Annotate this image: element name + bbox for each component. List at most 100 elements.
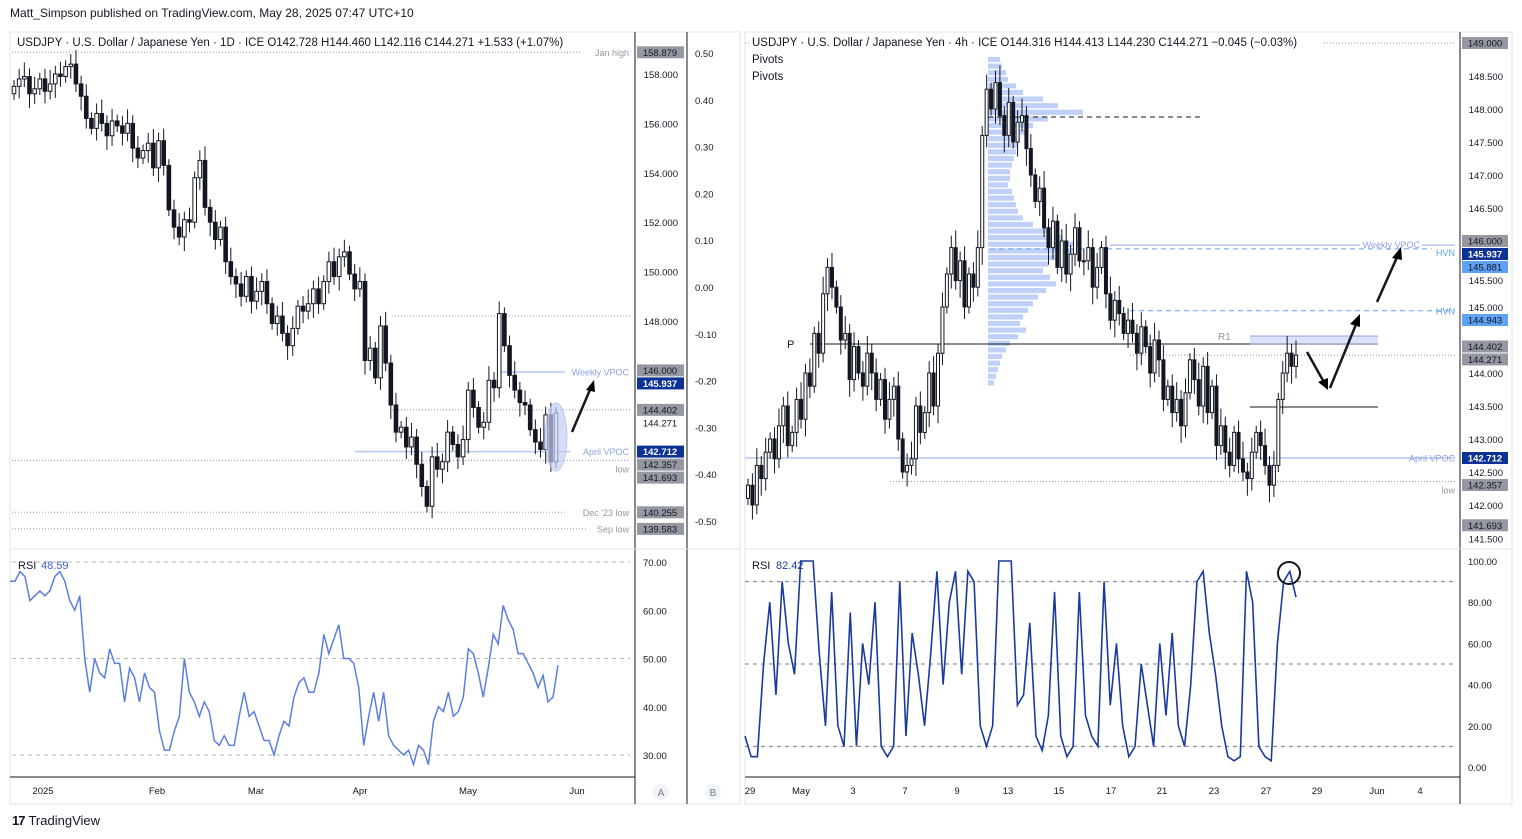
4h-candle <box>1227 437 1232 478</box>
volume-profile-bar <box>988 76 1008 82</box>
volume-profile-bar <box>988 56 1000 63</box>
volume-profile-bar <box>988 70 1006 76</box>
candle-body <box>89 117 94 129</box>
level-label: April VPOC <box>583 447 630 457</box>
candle-body <box>746 484 750 499</box>
daily-candle <box>305 289 311 320</box>
candle-body <box>1174 398 1179 414</box>
candle-body <box>1086 247 1091 262</box>
4h-candle <box>1289 343 1294 384</box>
price-label-badge <box>1462 248 1508 260</box>
candle-body <box>852 346 857 381</box>
candle-body <box>109 120 115 137</box>
daily-candle <box>300 296 306 324</box>
daily-candle <box>78 75 84 111</box>
4h-candle <box>1050 206 1055 260</box>
candle-body <box>1210 385 1215 414</box>
price-label-badge <box>637 403 684 416</box>
daily-candle <box>450 425 456 451</box>
time-tick: 4 <box>1417 786 1422 797</box>
candle-body <box>768 438 773 453</box>
left-symbol-legend[interactable]: USDJPY · U.S. Dollar / Japanese Yen · 1D… <box>17 37 563 49</box>
4h-candle <box>1254 425 1259 459</box>
daily-candle <box>63 60 68 83</box>
candle-body <box>311 288 316 305</box>
candle-body <box>1073 227 1078 255</box>
candle-body <box>1090 247 1095 288</box>
volume-profile-bar <box>988 281 1056 287</box>
indicator-label[interactable]: Pivots <box>752 54 784 66</box>
4h-candle <box>790 425 795 453</box>
4h-candle <box>1267 456 1272 503</box>
candle-body <box>1134 332 1139 354</box>
candle-body <box>476 406 481 428</box>
candle-body <box>913 405 918 460</box>
candle-body <box>883 379 887 420</box>
4h-candle <box>856 340 861 380</box>
daily-candle <box>311 280 316 318</box>
time-tick: May <box>792 786 810 797</box>
scale-button-a[interactable] <box>653 784 669 800</box>
candle-body <box>1121 313 1126 334</box>
4h-candle <box>1059 229 1064 282</box>
candle-body <box>1046 227 1051 249</box>
indicator-label[interactable]: Pivots <box>752 71 784 83</box>
4h-candle <box>1099 241 1104 274</box>
4h-candle <box>1090 238 1095 305</box>
arrowhead-icon <box>586 380 595 392</box>
scale-button-b[interactable] <box>705 784 721 800</box>
4h-candle <box>905 453 910 487</box>
4h-candle <box>1258 420 1263 461</box>
4h-candle <box>1121 307 1126 340</box>
candle-body <box>316 288 321 305</box>
daily-candle <box>109 108 115 146</box>
4h-candle <box>1112 291 1117 338</box>
volume-profile-bar <box>988 155 1014 162</box>
4h-candle <box>1143 320 1148 354</box>
candle-body <box>834 286 839 308</box>
candle-body <box>507 345 512 376</box>
candle-body <box>1165 385 1170 400</box>
candle-body <box>445 431 450 463</box>
candle-body <box>533 429 538 443</box>
rsi-tick: 20.00 <box>1468 722 1492 733</box>
candle-body <box>1099 247 1104 268</box>
volume-profile-bar <box>988 254 1058 261</box>
price-label: 142.357 <box>1468 481 1502 492</box>
candle-body <box>32 88 37 95</box>
candle-body <box>856 346 861 374</box>
daily-candle <box>274 305 280 336</box>
candle-body <box>280 315 285 334</box>
candle-body <box>1240 458 1245 473</box>
time-tick: 29 <box>1312 786 1323 797</box>
candle-body <box>409 436 414 448</box>
daily-candle <box>398 421 404 439</box>
candle-body <box>156 140 161 169</box>
4h-candle <box>1068 244 1073 292</box>
rsi-tick: 60.00 <box>1468 639 1492 650</box>
candle-body <box>1236 431 1241 460</box>
4h-candle <box>1064 223 1069 284</box>
4h-candle <box>807 358 812 399</box>
candle-body <box>1139 326 1144 354</box>
4h-candle <box>1223 416 1228 470</box>
right-symbol-legend[interactable]: USDJPY · U.S. Dollar / Japanese Yen · 4h… <box>752 37 1297 49</box>
4h-candle <box>1046 218 1051 265</box>
candle-body <box>1214 385 1219 447</box>
4h-candle <box>997 65 1002 125</box>
tradingview-brand[interactable]: 17 TradingView <box>12 813 100 828</box>
candle-body <box>1108 293 1113 321</box>
4h-candle <box>1011 95 1016 149</box>
4h-candle <box>1126 308 1131 348</box>
daily-candle <box>280 301 285 342</box>
volume-profile-bar <box>988 96 1043 102</box>
daily-candle <box>342 239 347 267</box>
price-label: 141.693 <box>643 473 677 484</box>
daily-candle <box>336 248 342 291</box>
time-tick: 15 <box>1054 786 1065 797</box>
daily-candle <box>161 128 166 176</box>
candle-body <box>486 379 492 423</box>
right-price-tick: 146.500 <box>1469 204 1503 215</box>
volume-profile-bar <box>988 169 1010 175</box>
